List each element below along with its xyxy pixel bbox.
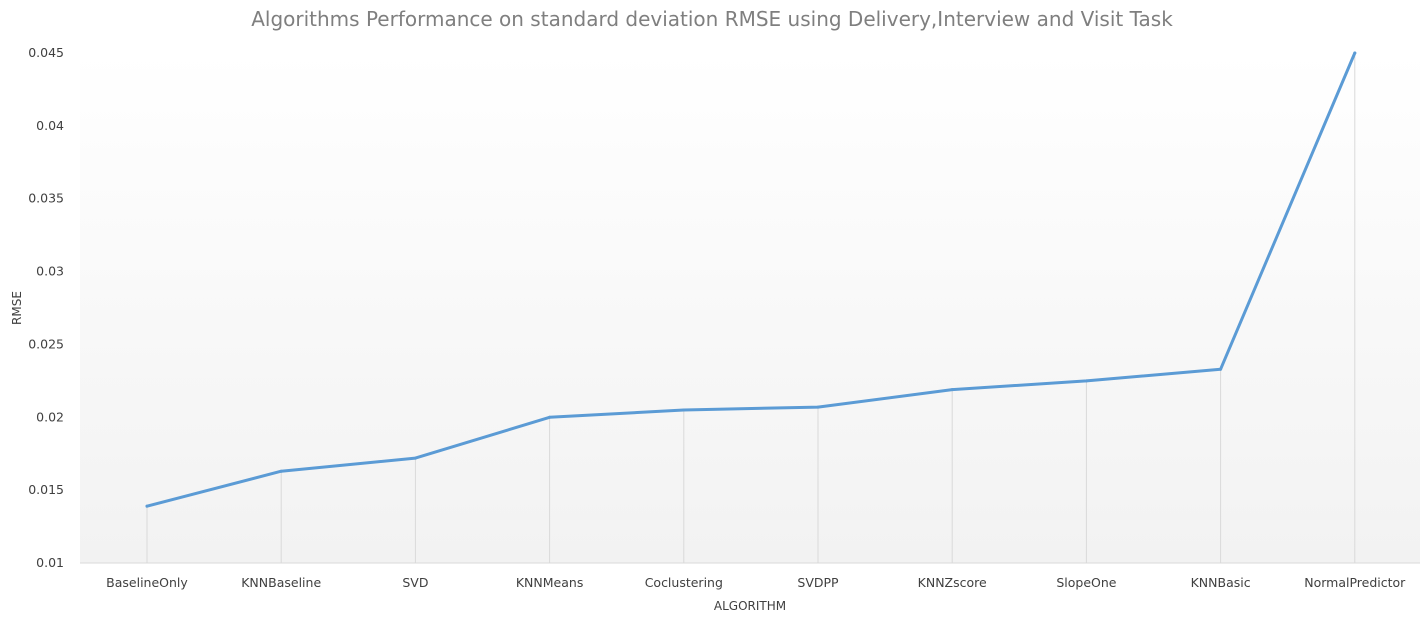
data-point [548,415,552,419]
x-axis-ticks: BaselineOnly KNNBaseline SVD KNNMeans Coclus… [106,575,1406,590]
x-tick-label: SlopeOne [1056,575,1116,590]
x-tick-label: KNNZscore [918,575,987,590]
x-axis-title: ALGORITHM [714,599,786,613]
y-tick-label: 0.035 [28,191,64,206]
y-tick-label: 0.02 [36,409,64,424]
series-group [145,51,1357,508]
x-tick-label: BaselineOnly [106,575,188,590]
y-axis-title: RMSE [10,291,24,325]
y-tick-label: 0.01 [36,555,64,570]
y-axis-ticks: 0.01 0.015 0.02 0.025 0.03 0.035 0.04 0.045 [28,45,64,570]
x-tick-label: KNNBasic [1191,575,1251,590]
y-tick-label: 0.015 [28,482,64,497]
x-tick-label: SVDPP [797,575,839,590]
data-point [682,408,686,412]
data-point [816,405,820,409]
plot-area [80,52,1420,563]
data-point [1353,51,1357,55]
chart-title: Algorithms Performance on standard devia… [251,7,1173,31]
y-tick-label: 0.025 [28,336,64,351]
x-tick-label: KNNBaseline [241,575,321,590]
data-point [1219,367,1223,371]
data-point [1084,379,1088,383]
series-line [145,51,1357,508]
x-tick-label: KNNMeans [516,575,583,590]
y-tick-label: 0.04 [36,118,64,133]
data-point [145,504,149,508]
y-tick-label: 0.03 [36,264,64,279]
data-point [950,388,954,392]
data-point [413,456,417,460]
x-tick-label: SVD [402,575,428,590]
x-tick-label: NormalPredictor [1304,575,1406,590]
data-point [279,469,283,473]
x-tick-label: Coclustering [645,575,723,590]
drop-lines [146,53,1356,563]
y-tick-label: 0.045 [28,45,64,60]
